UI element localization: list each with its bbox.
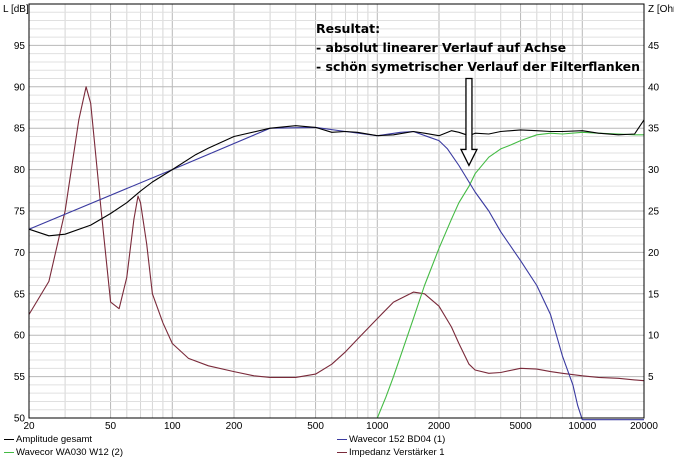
legend-label-impedance: Impedanz Verstärker 1 (349, 447, 445, 458)
x-tick-label: 20000 (630, 421, 658, 432)
y-left-tick-label: 70 (14, 248, 26, 259)
y-left-tick-label: 65 (14, 289, 26, 300)
legend-item-amplitude: Amplitude gesamt (4, 434, 92, 445)
legend-label-wa030: Wavecor WA030 W12 (2) (16, 447, 123, 458)
legend-label-amplitude: Amplitude gesamt (16, 434, 93, 445)
plot-frame (28, 3, 645, 419)
x-tick-label: 10000 (568, 421, 596, 432)
x-tick-label: 20 (23, 421, 35, 432)
annotation-line-3: - schön symetrischer Verlauf der Filterf… (316, 59, 640, 74)
grid (28, 4, 645, 418)
x-tick-label: 2000 (428, 421, 451, 432)
series-line-0 (28, 119, 645, 237)
y-right-tick-label: 20 (648, 248, 660, 259)
y-right-tick-label: 40 (648, 82, 660, 93)
legend-swatch-152bd04 (337, 439, 347, 440)
y-left-tick-label: 95 (14, 41, 26, 52)
annotation-arrow (459, 77, 479, 167)
y-right-axis-label: Z [Ohm] (648, 4, 674, 15)
annotation-line-2: - absolut linearer Verlauf auf Achse (316, 40, 566, 55)
y-right-tick-label: 35 (648, 124, 660, 135)
y-right-tick-label: 30 (648, 165, 660, 176)
x-tick-label: 50 (105, 421, 117, 432)
y-right-tick-label: 5 (648, 372, 654, 383)
legend-swatch-amplitude (4, 439, 14, 440)
y-right-tick-label: 25 (648, 207, 660, 218)
series-line-3 (28, 86, 645, 382)
y-left-tick-label: 60 (14, 331, 26, 342)
y-left-tick-label: 85 (14, 124, 26, 135)
legend-item-wa030: Wavecor WA030 W12 (2) (4, 447, 123, 458)
y-left-tick-label: 50 (14, 414, 26, 425)
y-left-tick-label: 80 (14, 165, 26, 176)
y-left-axis-label: L [dB] (3, 4, 29, 15)
legend-label-152bd04: Wavecor 152 BD04 (1) (349, 434, 446, 445)
annotation-line-1: Resultat: (316, 21, 380, 36)
legend-item-152bd04: Wavecor 152 BD04 (1) (337, 434, 445, 445)
series-line-2 (376, 131, 644, 419)
y-right-tick-label: 15 (648, 289, 660, 300)
y-right-tick-label: 10 (648, 331, 660, 342)
x-tick-label: 500 (307, 421, 324, 432)
y-left-tick-label: 55 (14, 372, 26, 383)
x-tick-label: 200 (226, 421, 243, 432)
series-group (28, 86, 645, 421)
x-tick-label: 100 (164, 421, 181, 432)
x-tick-label: 1000 (366, 421, 389, 432)
legend-swatch-wa030 (4, 452, 14, 453)
x-tick-label: 5000 (509, 421, 532, 432)
annotation: Resultat: - absolut linearer Verlauf auf… (316, 21, 640, 167)
legend-swatch-impedance (337, 452, 347, 453)
y-left-tick-label: 75 (14, 207, 26, 218)
tick-labels: 20 50 100 200 500 1000 2000 5000 10000 2000050556… (14, 41, 660, 432)
legend-item-impedance: Impedanz Verstärker 1 (337, 447, 445, 458)
y-left-tick-label: 90 (14, 82, 26, 93)
y-right-tick-label: 45 (648, 41, 660, 52)
